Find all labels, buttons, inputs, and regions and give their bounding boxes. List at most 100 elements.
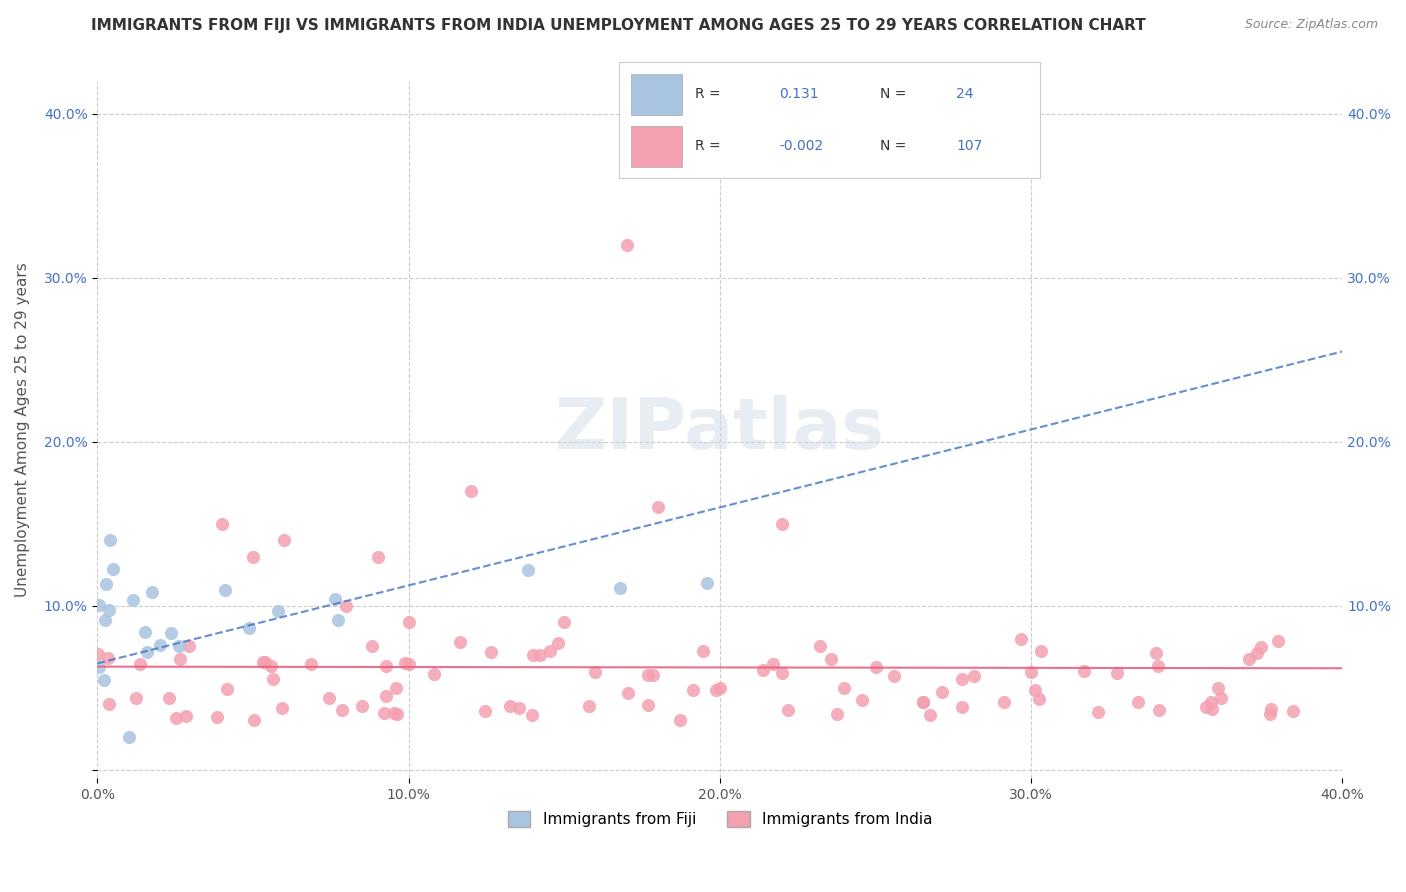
Point bbox=[243, 713, 266, 727]
Point bbox=[207, 710, 229, 724]
Point bbox=[169, 651, 191, 665]
Text: ZIPatlas: ZIPatlas bbox=[555, 395, 884, 464]
Point bbox=[616, 237, 638, 252]
Point bbox=[1201, 695, 1223, 709]
Point bbox=[94, 576, 117, 591]
Point bbox=[167, 639, 190, 653]
Point bbox=[522, 648, 544, 662]
Point bbox=[86, 647, 108, 661]
Point bbox=[762, 657, 785, 671]
Point bbox=[242, 549, 264, 564]
Point bbox=[361, 639, 384, 653]
Point bbox=[422, 667, 444, 681]
Point bbox=[1260, 702, 1282, 716]
Text: R =: R = bbox=[695, 139, 724, 153]
Point bbox=[963, 669, 986, 683]
Point bbox=[538, 644, 561, 658]
Point bbox=[323, 591, 346, 606]
Point bbox=[449, 634, 471, 648]
Point bbox=[499, 698, 522, 713]
Point bbox=[97, 697, 120, 711]
Text: Source: ZipAtlas.com: Source: ZipAtlas.com bbox=[1244, 18, 1378, 31]
Point bbox=[174, 709, 197, 723]
Point bbox=[87, 660, 110, 674]
Point bbox=[1010, 632, 1032, 647]
Point bbox=[129, 657, 152, 671]
Point bbox=[481, 645, 503, 659]
Point bbox=[696, 576, 718, 591]
Point bbox=[682, 683, 704, 698]
Point bbox=[252, 655, 274, 669]
Point bbox=[1126, 695, 1149, 709]
Point bbox=[583, 665, 606, 679]
Point bbox=[121, 592, 143, 607]
Point bbox=[770, 516, 793, 531]
Point bbox=[1087, 705, 1109, 719]
Point bbox=[851, 693, 873, 707]
Point bbox=[704, 683, 727, 698]
Point bbox=[770, 666, 793, 681]
Point bbox=[911, 695, 934, 709]
Point bbox=[94, 613, 117, 627]
Point bbox=[1024, 683, 1046, 698]
Text: 107: 107 bbox=[956, 139, 983, 153]
Point bbox=[911, 695, 934, 709]
Point bbox=[460, 483, 482, 498]
Point bbox=[135, 645, 157, 659]
Point bbox=[776, 703, 799, 717]
Point bbox=[262, 672, 284, 686]
Point bbox=[273, 533, 295, 548]
Point bbox=[335, 599, 357, 613]
Point bbox=[1144, 646, 1167, 660]
Point bbox=[609, 581, 631, 595]
Point bbox=[529, 648, 551, 662]
Point bbox=[157, 690, 180, 705]
Point bbox=[1267, 634, 1289, 648]
Point bbox=[398, 615, 420, 630]
Point bbox=[1250, 640, 1272, 654]
Text: -0.002: -0.002 bbox=[779, 139, 823, 153]
Point bbox=[149, 638, 172, 652]
Point bbox=[637, 667, 659, 681]
Point bbox=[318, 690, 340, 705]
Point bbox=[1073, 664, 1095, 678]
Point bbox=[637, 698, 659, 712]
Point bbox=[1031, 644, 1053, 658]
Point bbox=[1201, 702, 1223, 716]
Point bbox=[1258, 706, 1281, 721]
Point bbox=[1195, 699, 1218, 714]
Point bbox=[93, 673, 115, 688]
Point bbox=[373, 706, 395, 720]
Point bbox=[398, 657, 420, 672]
Point bbox=[374, 658, 396, 673]
Point bbox=[299, 657, 322, 671]
Point bbox=[617, 686, 640, 700]
Point bbox=[125, 690, 148, 705]
Y-axis label: Unemployment Among Ages 25 to 29 years: Unemployment Among Ages 25 to 29 years bbox=[15, 262, 30, 597]
Point bbox=[1211, 691, 1233, 706]
Point bbox=[1206, 681, 1229, 695]
Point bbox=[834, 681, 856, 695]
Point bbox=[1028, 691, 1050, 706]
Point bbox=[394, 656, 416, 670]
Point bbox=[1147, 659, 1170, 673]
Point bbox=[217, 681, 239, 696]
Point bbox=[517, 564, 540, 578]
Point bbox=[1246, 646, 1268, 660]
Point bbox=[97, 603, 120, 617]
Point bbox=[692, 644, 714, 658]
Point bbox=[474, 704, 496, 718]
Point bbox=[260, 658, 283, 673]
Point bbox=[98, 533, 121, 548]
Point bbox=[374, 689, 396, 703]
Point bbox=[117, 730, 139, 744]
Point bbox=[547, 636, 569, 650]
Point bbox=[382, 706, 405, 720]
Point bbox=[1019, 665, 1042, 679]
Point bbox=[825, 707, 848, 722]
Point bbox=[950, 699, 973, 714]
Point bbox=[238, 621, 260, 635]
Point bbox=[820, 652, 842, 666]
Text: IMMIGRANTS FROM FIJI VS IMMIGRANTS FROM INDIA UNEMPLOYMENT AMONG AGES 25 TO 29 Y: IMMIGRANTS FROM FIJI VS IMMIGRANTS FROM … bbox=[91, 18, 1146, 33]
Point bbox=[267, 603, 290, 617]
